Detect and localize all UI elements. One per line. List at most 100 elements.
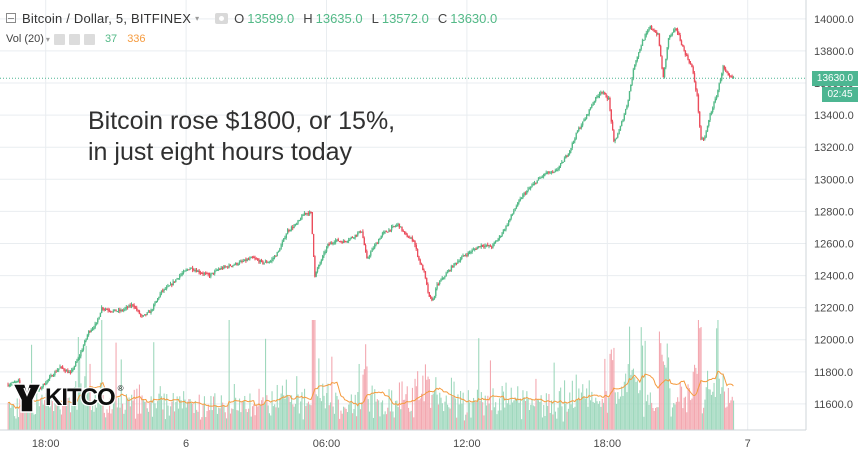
candle-body	[632, 69, 635, 79]
volume-bar	[252, 406, 254, 430]
candle-body	[236, 262, 238, 265]
logo-text: KITCO	[45, 384, 116, 411]
candle-body	[14, 382, 16, 384]
volume-bar	[573, 407, 575, 430]
candle-body	[570, 147, 572, 151]
chevron-down-icon[interactable]: ▾	[45, 34, 50, 44]
eye-icon[interactable]	[215, 12, 229, 24]
candle-body	[704, 137, 706, 140]
candle-body	[149, 311, 151, 313]
volume-bar	[222, 402, 224, 430]
volume-bar	[621, 386, 623, 430]
volume-bar	[144, 401, 146, 430]
volume-bar	[406, 386, 408, 430]
chart-header: Bitcoin / Dollar, 5, BITFINEX ▾ O 13599.…	[6, 8, 503, 28]
candle-body	[342, 241, 345, 244]
volume-bar	[391, 390, 393, 430]
volume-bar	[296, 376, 298, 430]
volume-bar	[326, 392, 328, 430]
volume-bar	[356, 416, 358, 430]
volume-bar	[153, 342, 155, 430]
candle-body	[301, 215, 303, 220]
candle-body	[487, 244, 489, 247]
volume-bar	[612, 360, 614, 430]
volume-bar	[603, 402, 605, 430]
volume-bar	[50, 399, 52, 430]
candle-body	[545, 172, 547, 175]
volume-bar	[185, 407, 187, 430]
volume-bar	[361, 402, 363, 430]
volume-bar	[536, 399, 538, 430]
volume-bar	[478, 338, 480, 430]
volume-bar	[339, 418, 341, 430]
volume-bar	[358, 363, 360, 430]
candle-body	[431, 297, 433, 301]
candle-body	[404, 231, 406, 233]
close-icon[interactable]	[83, 33, 95, 45]
volume-bar	[544, 416, 546, 430]
candle-body	[206, 273, 208, 275]
candle-body	[575, 132, 577, 139]
candle-body	[523, 193, 525, 195]
candle-body	[237, 263, 239, 265]
candle-body	[595, 97, 597, 102]
volume-bar	[236, 410, 238, 430]
candle-body	[309, 211, 311, 215]
volume-bar	[387, 407, 389, 430]
volume-bar	[333, 413, 335, 430]
volume-bar	[591, 391, 593, 430]
volume-bar	[122, 403, 124, 430]
candle-body	[361, 231, 363, 233]
volume-bar	[631, 369, 633, 430]
volume-bar	[405, 394, 407, 430]
candle-body	[348, 240, 350, 242]
candle-body	[661, 56, 663, 69]
volume-bar	[12, 404, 14, 430]
volume-bar	[392, 411, 394, 430]
candle-body	[714, 98, 716, 103]
symbol-title[interactable]: Bitcoin / Dollar, 5, BITFINEX	[22, 10, 192, 26]
candle-body	[311, 212, 313, 234]
volume-bar	[449, 408, 451, 430]
volume-bar	[632, 368, 634, 430]
volume-bar	[298, 413, 300, 430]
candle-body	[58, 368, 60, 371]
volume-bar	[68, 397, 70, 430]
collapse-icon[interactable]	[6, 13, 16, 23]
volume-bar	[369, 411, 371, 430]
volume-bar	[564, 380, 566, 430]
candle-body	[619, 126, 622, 131]
candle-body	[514, 208, 516, 212]
volume-bar	[240, 412, 242, 430]
candle-body	[185, 269, 187, 271]
volume-bar	[190, 402, 192, 430]
settings-icon[interactable]	[68, 33, 80, 45]
candle-body	[160, 290, 163, 294]
volume-bar	[94, 395, 96, 430]
volume-title[interactable]: Vol (20)	[6, 33, 44, 45]
volume-bar	[332, 406, 334, 430]
candle-body	[277, 251, 280, 253]
volume-bar	[88, 387, 90, 430]
candle-body	[298, 220, 300, 222]
volume-bar	[218, 407, 220, 430]
candle-body	[443, 277, 445, 279]
volume-bar	[53, 411, 55, 430]
candle-body	[257, 259, 259, 261]
candle-body	[51, 375, 53, 377]
volume-bar	[393, 417, 395, 430]
candle-body	[604, 92, 606, 94]
volume-bar	[294, 403, 296, 430]
candle-body	[181, 273, 183, 275]
chevron-down-icon[interactable]: ▾	[195, 13, 200, 23]
candle-body	[558, 166, 560, 169]
candle-body	[72, 369, 74, 371]
volume-bar	[279, 397, 281, 430]
visibility-icon[interactable]	[53, 33, 65, 45]
volume-bar	[93, 411, 95, 430]
volume-bar	[504, 407, 506, 430]
volume-bar	[29, 397, 31, 430]
volume-bar	[194, 400, 196, 430]
candle-body	[407, 237, 410, 239]
